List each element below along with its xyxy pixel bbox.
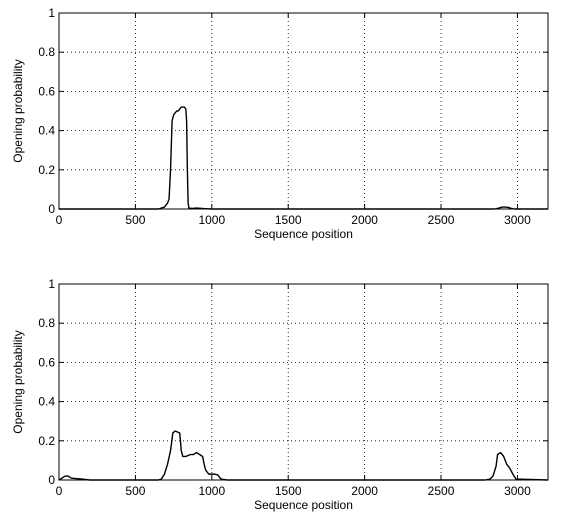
y-tick-label: 1 xyxy=(48,277,55,291)
y-tick-label: 0.2 xyxy=(38,163,55,177)
x-tick-label: 1000 xyxy=(198,213,225,227)
x-tick-label: 3000 xyxy=(504,213,531,227)
x-tick-label: 500 xyxy=(125,213,145,227)
y-axis-label: Opening probability xyxy=(11,59,25,162)
series-line xyxy=(58,430,549,481)
x-tick-label: 2000 xyxy=(351,484,378,498)
x-tick-label: 3000 xyxy=(504,484,531,498)
x-tick-label: 1000 xyxy=(198,484,225,498)
y-tick-label: 0.8 xyxy=(38,316,55,330)
series-line xyxy=(59,106,548,210)
x-tick-label: 1500 xyxy=(275,484,302,498)
x-tick-label: 500 xyxy=(125,484,145,498)
y-tick-label: 0.6 xyxy=(38,355,55,369)
plot-area xyxy=(59,284,548,480)
y-tick-label: 0.4 xyxy=(38,124,55,138)
bottom-chart: 0 500 1000 1500 2000 2500 3000 0 0.2 0.4 0.6 0.8 1 Se… xyxy=(11,277,549,512)
plot-area xyxy=(59,13,548,209)
x-tick-label: 0 xyxy=(56,213,63,227)
x-tick-label: 2500 xyxy=(428,484,455,498)
y-tick-label: 0.6 xyxy=(38,84,55,98)
x-axis-label: Sequence position xyxy=(254,498,353,512)
y-axis-label: Opening probability xyxy=(11,330,25,433)
x-tick-label: 1500 xyxy=(275,213,302,227)
top-chart: 0 500 1000 1500 2000 2500 3000 0 0.2 0.4 0.6 0.8 1 Se… xyxy=(11,6,549,241)
x-axis-label: Sequence position xyxy=(254,227,353,241)
y-tick-label: 0.8 xyxy=(38,45,55,59)
y-tick-label: 0.4 xyxy=(38,395,55,409)
x-tick-label: 2500 xyxy=(428,213,455,227)
x-tick-label: 2000 xyxy=(351,213,378,227)
x-tick-label: 0 xyxy=(56,484,63,498)
y-tick-label: 1 xyxy=(48,6,55,20)
y-tick-label: 0 xyxy=(48,473,55,487)
y-tick-label: 0 xyxy=(48,202,55,216)
y-tick-label: 0.2 xyxy=(38,434,55,448)
